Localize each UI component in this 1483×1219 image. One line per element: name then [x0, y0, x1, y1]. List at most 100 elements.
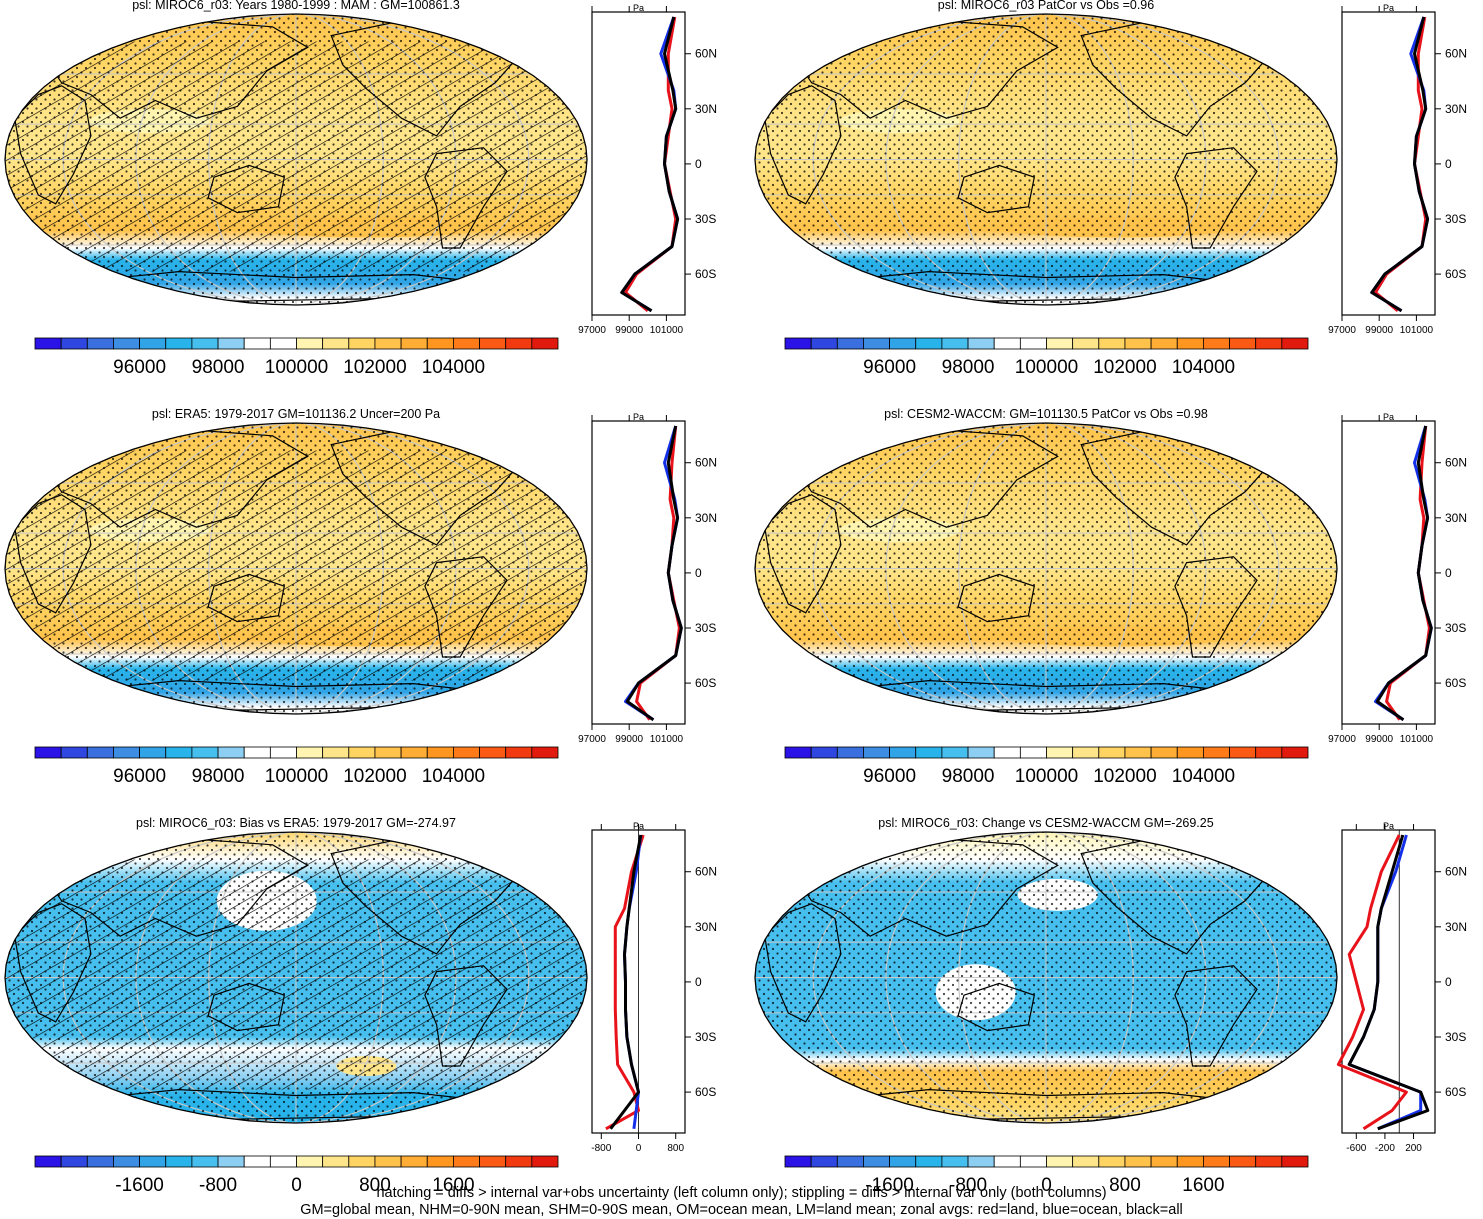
lat-tick-label: 60S: [1445, 267, 1466, 281]
colorbar-label: 96000: [113, 766, 166, 787]
zonal-units: Pa: [1383, 3, 1394, 13]
colorbar-swatch: [191, 746, 219, 759]
colorbar-swatch: [426, 1155, 454, 1168]
colorbar-swatch: [165, 337, 193, 350]
colorbar-swatch: [836, 337, 864, 350]
colorbar-swatch: [191, 337, 219, 350]
zonal-x-tick-label: 101000: [650, 325, 684, 336]
colorbar-swatch: [967, 1155, 995, 1168]
colorbar-swatch: [1150, 746, 1178, 759]
colorbar-swatch: [139, 1155, 167, 1168]
zonal-x-tick-label: -200: [1375, 1143, 1395, 1154]
colorbar-swatch: [34, 1155, 62, 1168]
colorbar-swatch: [269, 746, 297, 759]
colorbar-swatch: [531, 746, 559, 759]
lat-tick-label: 0: [1445, 566, 1452, 580]
colorbar-swatch: [374, 1155, 402, 1168]
colorbar-swatch: [60, 337, 88, 350]
colorbar-swatch: [1046, 337, 1074, 350]
colorbar-label: 96000: [863, 357, 916, 378]
colorbar-swatch: [1124, 337, 1152, 350]
zonal-land-line: [624, 16, 678, 312]
colorbar-swatch: [296, 1155, 324, 1168]
colorbar-swatch: [479, 746, 507, 759]
zonal-land-line: [1385, 425, 1431, 721]
colorbar-swatch: [348, 746, 376, 759]
zonal-x-tick-label: 200: [1405, 1143, 1422, 1154]
lat-tick-label: 60S: [1445, 676, 1466, 690]
colorbar-swatch: [322, 1155, 350, 1168]
panel-p6: psl: MIROC6_r03: Change vs CESM2-WACCM G…: [750, 816, 1483, 1198]
panel-title: psl: ERA5: 1979-2017 GM=101136.2 Uncer=2…: [151, 407, 441, 421]
map-p6: [754, 831, 1338, 1124]
colorbar-swatch: [322, 337, 350, 350]
colorbar-label: 1600: [432, 1175, 474, 1196]
colorbar-swatch: [1255, 337, 1283, 350]
colorbar-swatch: [967, 746, 995, 759]
zonal-units: Pa: [633, 3, 644, 13]
colorbar-label: -1600: [115, 1175, 164, 1196]
colorbar-swatch: [1072, 1155, 1100, 1168]
panel-title: psl: MIROC6_r03 PatCor vs Obs =0.96: [937, 0, 1155, 12]
colorbar-swatch: [374, 746, 402, 759]
colorbar-label: 0: [1041, 1175, 1052, 1196]
colorbar-swatch: [165, 746, 193, 759]
colorbar-swatch: [1281, 1155, 1309, 1168]
colorbar-label: 1600: [1182, 1175, 1224, 1196]
colorbar-swatch: [217, 337, 245, 350]
zonal-land-line: [635, 425, 681, 721]
colorbar-label: 0: [291, 1175, 302, 1196]
lat-tick-label: 0: [695, 975, 702, 989]
zonal-mean-plot-p3: Pa 60N 30N 0 30S 60S 97000 99000 101000: [578, 412, 717, 745]
zonal-x-tick-label: 99000: [615, 734, 643, 745]
colorbar-swatch: [479, 337, 507, 350]
colorbar-swatch: [400, 337, 428, 350]
colorbar-swatch: [941, 1155, 969, 1168]
colorbar-swatch: [1072, 337, 1100, 350]
lat-tick-label: 60S: [695, 676, 716, 690]
lat-tick-label: 30S: [1445, 1030, 1466, 1044]
zonal-x-tick-label: 800: [667, 1143, 684, 1154]
colorbar-swatch: [1098, 337, 1126, 350]
colorbar-swatch: [863, 1155, 890, 1168]
colorbar-swatch: [113, 1155, 140, 1168]
colorbar-swatch: [348, 1155, 376, 1168]
zonal-x-tick-label: 97000: [578, 325, 606, 336]
colorbar-swatch: [1176, 1155, 1204, 1168]
map-p3: [4, 422, 588, 715]
colorbar-swatch: [836, 746, 864, 759]
colorbar-swatch: [505, 746, 533, 759]
colorbar-p4: 96000 98000 100000 102000 104000: [784, 746, 1309, 787]
lat-tick-label: 60N: [695, 456, 717, 470]
panel-title: psl: MIROC6_r03: Years 1980-1999 : MAM :…: [132, 0, 460, 12]
colorbar-swatch: [1150, 1155, 1178, 1168]
colorbar-swatch: [243, 746, 271, 759]
colorbar-label: 800: [1109, 1175, 1141, 1196]
panel-p3: psl: ERA5: 1979-2017 GM=101136.2 Uncer=2…: [0, 407, 733, 789]
colorbar-label: 102000: [1093, 766, 1156, 787]
zonal-all-line: [1370, 16, 1430, 313]
lat-tick-label: 60N: [1445, 47, 1467, 61]
colorbar-swatch: [139, 337, 167, 350]
colorbar-swatch: [34, 337, 62, 350]
colorbar-label: 102000: [343, 357, 406, 378]
colorbar-swatch: [1176, 337, 1204, 350]
colorbar-swatch: [810, 337, 838, 350]
colorbar-swatch: [86, 1155, 114, 1168]
colorbar-swatch: [1150, 337, 1178, 350]
colorbar-label: 102000: [343, 766, 406, 787]
zonal-units: Pa: [633, 412, 644, 422]
colorbar-swatch: [505, 1155, 533, 1168]
colorbar-swatch: [863, 337, 890, 350]
zonal-x-tick-label: 101000: [1400, 734, 1434, 745]
colorbar-label: 104000: [422, 357, 485, 378]
colorbar-swatch: [1124, 1155, 1152, 1168]
zonal-all-line: [620, 16, 680, 313]
colorbar-swatch: [1202, 746, 1230, 759]
colorbar-swatch: [296, 337, 324, 350]
colorbar-swatch: [60, 1155, 88, 1168]
colorbar-swatch: [348, 337, 376, 350]
colorbar-swatch: [784, 337, 812, 350]
colorbar-label: -800: [199, 1175, 237, 1196]
